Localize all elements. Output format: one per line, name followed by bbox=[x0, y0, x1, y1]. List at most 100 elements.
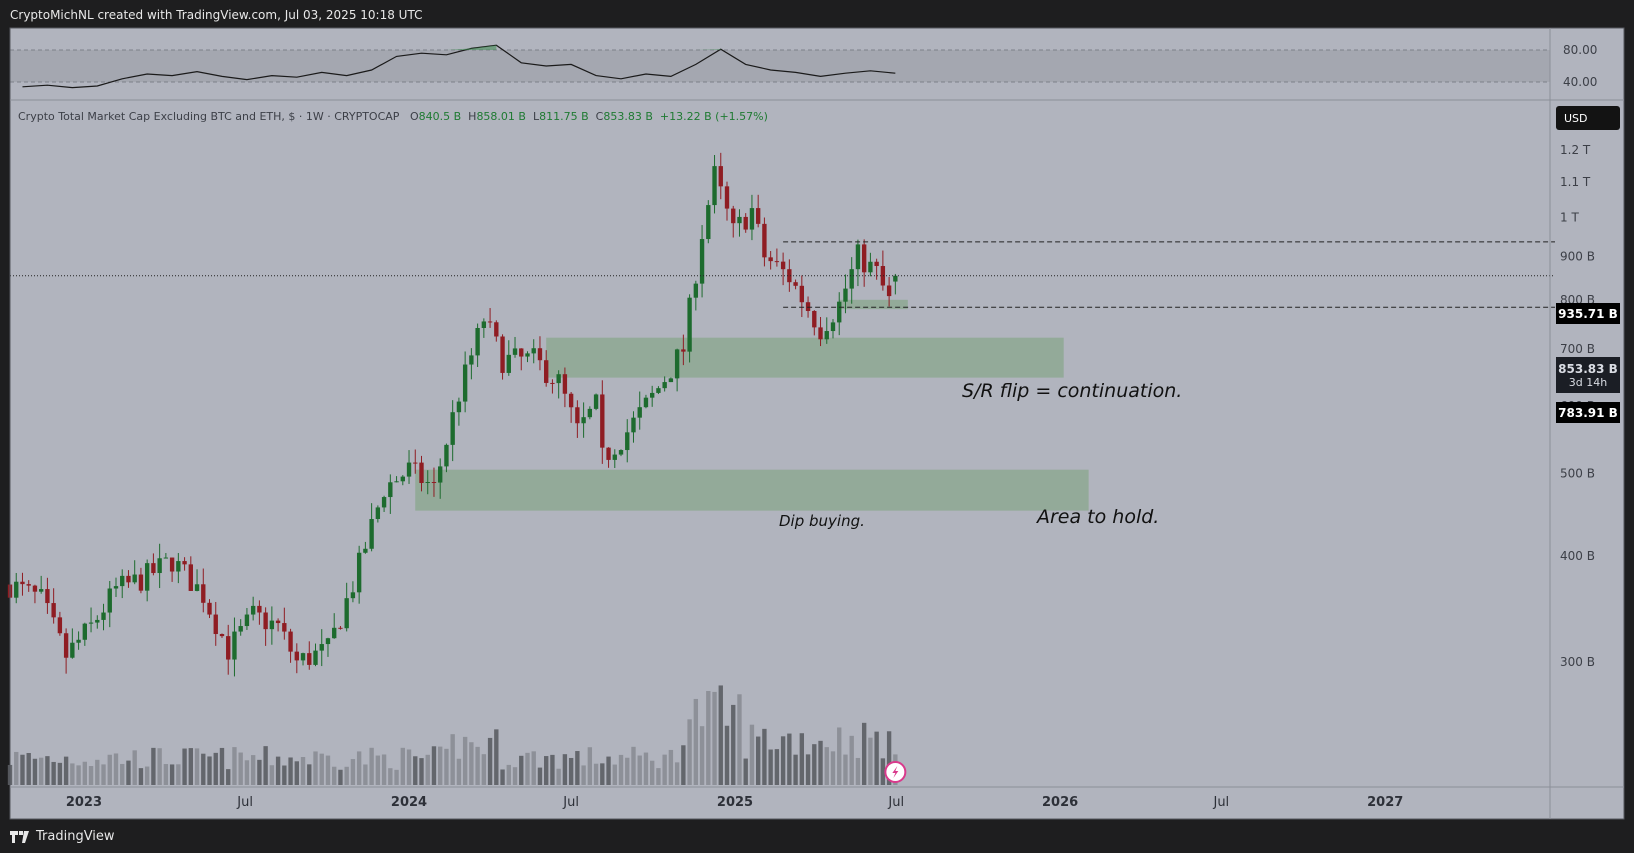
volume-bar bbox=[612, 764, 617, 785]
rsi-band bbox=[10, 50, 1550, 82]
annotation-dip-buying: Dip buying. bbox=[779, 512, 865, 530]
legend-low: 811.75 B bbox=[539, 110, 589, 123]
candle-up bbox=[369, 519, 374, 549]
volume-bar bbox=[606, 756, 611, 785]
volume-bar bbox=[113, 753, 119, 785]
chart-attribution: CryptoMichNL created with TradingView.co… bbox=[10, 8, 423, 22]
candle-up bbox=[699, 239, 705, 284]
candle-down bbox=[201, 584, 206, 603]
candle-down bbox=[213, 614, 218, 635]
volume-bar bbox=[213, 752, 218, 785]
time-tick-label: 2025 bbox=[717, 795, 753, 810]
candle-down bbox=[413, 462, 418, 464]
rsi-overbought-fill bbox=[471, 45, 497, 50]
candle-down bbox=[188, 564, 193, 591]
candle-down bbox=[57, 617, 63, 634]
candle-down bbox=[600, 394, 605, 448]
candle-down bbox=[494, 322, 499, 337]
volume-bar bbox=[201, 753, 206, 785]
time-tick-label: 2023 bbox=[66, 795, 102, 810]
currency-button[interactable]: USD bbox=[1556, 106, 1620, 130]
volume-bar bbox=[263, 746, 268, 785]
volume-bar bbox=[793, 754, 798, 785]
volume-bar bbox=[38, 757, 44, 785]
candle-up bbox=[462, 364, 468, 402]
volume-bar bbox=[749, 724, 755, 785]
candle-down bbox=[32, 585, 38, 592]
volume-bar bbox=[768, 749, 773, 785]
candle-up bbox=[76, 639, 81, 643]
candle-up bbox=[88, 622, 94, 624]
candle-up bbox=[400, 476, 405, 482]
volume-bar bbox=[849, 735, 854, 785]
volume-bar bbox=[101, 764, 106, 785]
candle-down bbox=[681, 349, 686, 352]
volume-bar bbox=[855, 757, 861, 785]
candle-down bbox=[20, 581, 25, 585]
volume-bar bbox=[444, 748, 449, 785]
rsi-overbought-fill bbox=[446, 48, 472, 50]
volume-bar bbox=[625, 757, 630, 785]
rsi-tick-label: 80.00 bbox=[1563, 43, 1597, 57]
candle-up bbox=[381, 497, 387, 508]
volume-bar bbox=[244, 760, 250, 785]
volume-bar bbox=[600, 763, 605, 785]
candle-up bbox=[107, 588, 112, 613]
volume-bar bbox=[363, 764, 368, 785]
candle-up bbox=[531, 348, 536, 354]
rsi-tick-label: 40.00 bbox=[1563, 75, 1597, 89]
candle-up bbox=[849, 269, 854, 289]
volume-bar bbox=[718, 685, 723, 785]
candle-up bbox=[837, 301, 842, 323]
candle-up bbox=[593, 394, 599, 409]
price-tick-label: 400 B bbox=[1560, 549, 1595, 563]
candle-up bbox=[893, 275, 898, 282]
volume-bar bbox=[500, 769, 505, 785]
candle-down bbox=[338, 627, 343, 629]
volume-bar bbox=[662, 754, 667, 785]
candle-up bbox=[824, 331, 829, 340]
volume-bar bbox=[419, 758, 424, 785]
legend-close: 853.83 B bbox=[603, 110, 653, 123]
volume-bar bbox=[687, 719, 692, 785]
volume-bar bbox=[338, 769, 343, 785]
candle-up bbox=[325, 638, 331, 645]
volume-bar bbox=[618, 754, 624, 785]
volume-bar bbox=[226, 769, 231, 785]
volume-bar bbox=[737, 694, 742, 785]
candle-down bbox=[431, 482, 437, 484]
candle-up bbox=[344, 598, 349, 629]
footer-bar: TradingView bbox=[0, 819, 1634, 853]
volume-bar bbox=[774, 749, 780, 785]
volume-bar bbox=[637, 755, 642, 785]
candle-down bbox=[51, 603, 56, 618]
volume-bar bbox=[450, 734, 455, 785]
volume-bar bbox=[32, 758, 38, 785]
volume-bar bbox=[400, 747, 405, 785]
candle-down bbox=[874, 261, 879, 267]
volume-bar bbox=[413, 756, 418, 785]
volume-bar bbox=[755, 736, 761, 785]
candle-up bbox=[868, 261, 873, 273]
candle-down bbox=[793, 282, 798, 286]
volume-bar bbox=[294, 761, 299, 785]
candle-up bbox=[843, 288, 848, 302]
price-tick-label: 1 T bbox=[1560, 210, 1579, 224]
volume-bar bbox=[332, 766, 337, 785]
volume-bar bbox=[880, 758, 886, 785]
candle-up bbox=[350, 592, 356, 599]
candle-up bbox=[356, 552, 362, 593]
volume-bar bbox=[818, 740, 823, 785]
candle-down bbox=[818, 327, 823, 340]
candle-up bbox=[556, 374, 561, 384]
candle-up bbox=[113, 586, 119, 589]
candle-up bbox=[38, 589, 44, 592]
candle-down bbox=[288, 631, 293, 652]
price-tick-label: 900 B bbox=[1560, 249, 1595, 263]
legend-open: 840.5 B bbox=[418, 110, 462, 123]
volume-bar bbox=[469, 742, 474, 785]
zone-sr-flip-zone bbox=[839, 299, 908, 310]
candle-up bbox=[587, 408, 593, 418]
